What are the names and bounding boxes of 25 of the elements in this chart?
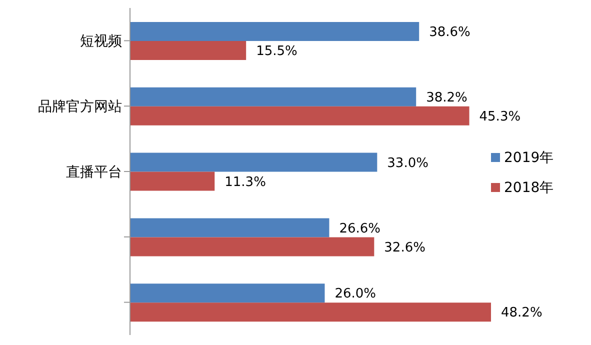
bar xyxy=(130,172,215,191)
bar xyxy=(130,218,330,238)
y-tick-label: 短视频 xyxy=(80,34,122,50)
data-label: 33.0% xyxy=(387,156,428,171)
data-label: 45.3% xyxy=(479,110,521,125)
data-label: 15.5% xyxy=(256,44,298,60)
bar xyxy=(130,87,416,106)
y-tick-label: 直播平台 xyxy=(66,164,122,180)
data-label: 11.3% xyxy=(224,174,266,190)
data-label: 38.6% xyxy=(429,25,470,40)
data-label: 48.2% xyxy=(501,306,542,321)
bar xyxy=(130,302,491,322)
legend-label: 2018年 xyxy=(504,180,554,196)
bar xyxy=(130,41,246,60)
data-label: 38.2% xyxy=(426,90,468,106)
y-tick-label: 品牌官方网站 xyxy=(38,99,122,116)
bar xyxy=(130,22,420,41)
bar xyxy=(130,106,470,126)
legend-label: 2019年 xyxy=(504,150,554,166)
data-label: 32.6% xyxy=(384,240,426,256)
bar xyxy=(130,284,325,303)
bar xyxy=(130,152,378,172)
bar xyxy=(130,237,374,256)
data-label: 26.6% xyxy=(339,221,381,236)
data-label: 26.0% xyxy=(334,286,376,302)
